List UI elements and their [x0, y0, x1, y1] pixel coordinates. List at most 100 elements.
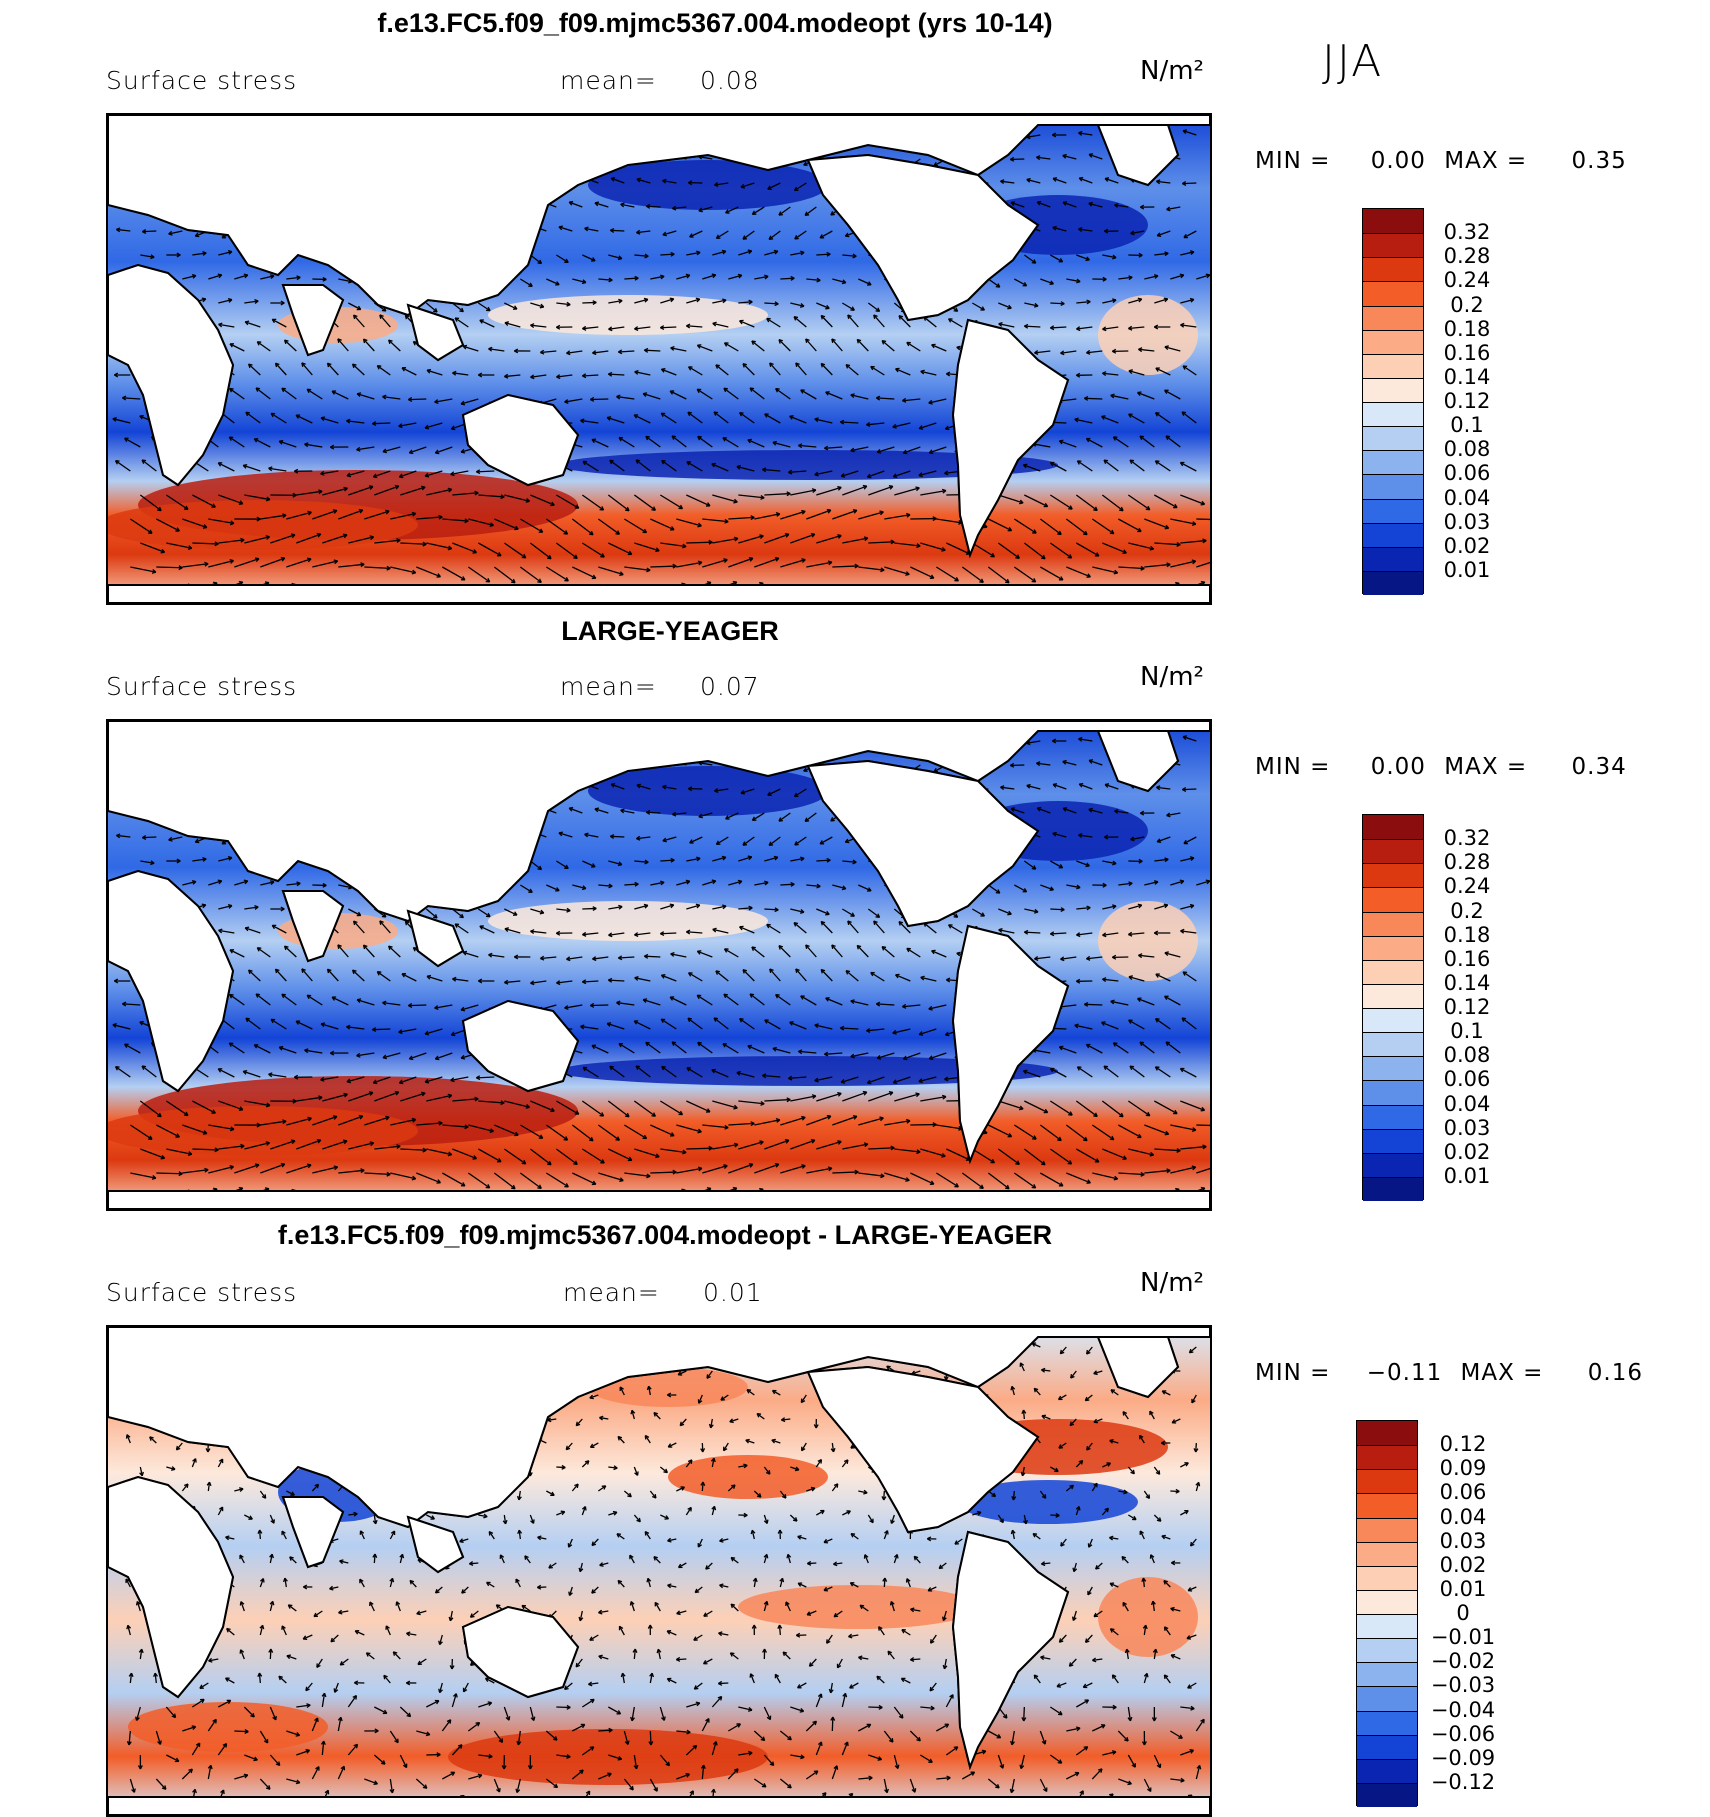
- colorbar-tick-label: 0.28: [1432, 244, 1502, 268]
- colorbar-swatch: [1357, 1614, 1417, 1638]
- panel-3-max-label: MAX =: [1461, 1360, 1544, 1386]
- panel-2-min-label: MIN =: [1255, 754, 1330, 780]
- colorbar-swatch: [1357, 1469, 1417, 1493]
- colorbar-swatch: [1363, 1008, 1423, 1032]
- colorbar-tick-label: 0.32: [1432, 826, 1502, 850]
- colorbar-swatch: [1357, 1759, 1417, 1783]
- panel-2-mean-value: 0.07: [700, 672, 760, 701]
- panel-2-colorbar: [1362, 814, 1424, 1200]
- panel-1-min-label: MIN =: [1255, 148, 1330, 174]
- season-label: JJA: [1322, 36, 1383, 87]
- colorbar-swatch: [1357, 1590, 1417, 1614]
- colorbar-swatch: [1363, 839, 1423, 863]
- colorbar-tick-label: 0.1: [1432, 1019, 1502, 1043]
- colorbar-swatch: [1363, 1032, 1423, 1056]
- colorbar-swatch: [1357, 1566, 1417, 1590]
- panel-2-title: LARGE-YEAGER: [0, 616, 1340, 647]
- colorbar-tick-label: 0.12: [1428, 1432, 1498, 1456]
- colorbar-swatch: [1363, 547, 1423, 571]
- panel-1-map: [106, 113, 1212, 605]
- colorbar-swatch: [1357, 1662, 1417, 1686]
- colorbar-swatch: [1363, 1177, 1423, 1201]
- colorbar-swatch: [1357, 1542, 1417, 1566]
- colorbar-tick-label: 0.01: [1432, 558, 1502, 582]
- colorbar-swatch: [1363, 1105, 1423, 1129]
- panel-1-title: f.e13.FC5.f09_f09.mjmc5367.004.modeopt (…: [0, 8, 1430, 39]
- colorbar-tick-label: −0.03: [1428, 1673, 1498, 1697]
- panel-1-variable-label: Surface stress: [106, 66, 297, 95]
- colorbar-tick-label: 0: [1428, 1601, 1498, 1625]
- colorbar-tick-label: 0.1: [1432, 413, 1502, 437]
- panel-1-max-value: 0.35: [1572, 148, 1627, 174]
- colorbar-tick-label: 0.03: [1428, 1529, 1498, 1553]
- colorbar-swatch: [1363, 330, 1423, 354]
- colorbar-tick-label: −0.09: [1428, 1746, 1498, 1770]
- panel-3-min-value: −0.11: [1367, 1360, 1442, 1386]
- colorbar-swatch: [1363, 912, 1423, 936]
- colorbar-swatch: [1363, 402, 1423, 426]
- panel-1-mean-label: mean=: [560, 66, 657, 95]
- colorbar-swatch: [1363, 1129, 1423, 1153]
- panel-1-units: N/m²: [1140, 56, 1204, 86]
- panel-1-min-value: 0.00: [1371, 148, 1426, 174]
- colorbar-swatch: [1363, 233, 1423, 257]
- panel-2-mean-label: mean=: [560, 672, 657, 701]
- panel-1-colorbar: [1362, 208, 1424, 594]
- panel-3-mean-value: 0.01: [703, 1278, 763, 1307]
- panel-1-max-label: MAX =: [1444, 148, 1527, 174]
- colorbar-tick-label: 0.32: [1432, 220, 1502, 244]
- colorbar-swatch: [1363, 1056, 1423, 1080]
- colorbar-tick-label: 0.28: [1432, 850, 1502, 874]
- colorbar-tick-label: 0.14: [1432, 971, 1502, 995]
- colorbar-tick-label: 0.06: [1432, 461, 1502, 485]
- colorbar-swatch: [1363, 936, 1423, 960]
- panel-2-max-label: MAX =: [1444, 754, 1527, 780]
- panel-3-minmax: MIN = −0.11 MAX = 0.16: [1255, 1360, 1643, 1386]
- colorbar-tick-label: −0.12: [1428, 1770, 1498, 1794]
- colorbar-swatch: [1357, 1518, 1417, 1542]
- panel-3-title: f.e13.FC5.f09_f09.mjmc5367.004.modeopt -…: [0, 1220, 1330, 1251]
- colorbar-swatch: [1357, 1638, 1417, 1662]
- colorbar-swatch: [1357, 1445, 1417, 1469]
- panel-3-min-label: MIN =: [1255, 1360, 1330, 1386]
- colorbar-tick-label: 0.01: [1428, 1577, 1498, 1601]
- panel-3-max-value: 0.16: [1588, 1360, 1643, 1386]
- colorbar-swatch: [1357, 1783, 1417, 1807]
- panel-3-variable-label: Surface stress: [106, 1278, 297, 1307]
- panel-3-colorbar: [1356, 1420, 1418, 1806]
- colorbar-tick-label: 0.03: [1432, 1116, 1502, 1140]
- colorbar-swatch: [1363, 209, 1423, 233]
- panel-3-mean-label: mean=: [563, 1278, 660, 1307]
- colorbar-swatch: [1363, 523, 1423, 547]
- colorbar-tick-label: −0.02: [1428, 1649, 1498, 1673]
- colorbar-swatch: [1357, 1735, 1417, 1759]
- colorbar-swatch: [1363, 984, 1423, 1008]
- panel-2-variable-label: Surface stress: [106, 672, 297, 701]
- panel-3-map: [106, 1325, 1212, 1817]
- colorbar-swatch: [1363, 474, 1423, 498]
- colorbar-tick-label: −0.06: [1428, 1722, 1498, 1746]
- colorbar-swatch: [1363, 960, 1423, 984]
- colorbar-swatch: [1363, 863, 1423, 887]
- colorbar-tick-label: 0.08: [1432, 1043, 1502, 1067]
- colorbar-swatch: [1363, 306, 1423, 330]
- colorbar-tick-label: 0.04: [1428, 1505, 1498, 1529]
- colorbar-swatch: [1363, 1153, 1423, 1177]
- panel-2-min-value: 0.00: [1371, 754, 1426, 780]
- colorbar-tick-label: 0.01: [1432, 1164, 1502, 1188]
- colorbar-tick-label: 0.12: [1432, 995, 1502, 1019]
- colorbar-tick-label: 0.04: [1432, 486, 1502, 510]
- colorbar-swatch: [1363, 1080, 1423, 1104]
- colorbar-tick-label: 0.2: [1432, 899, 1502, 923]
- colorbar-tick-label: 0.18: [1432, 317, 1502, 341]
- colorbar-swatch: [1357, 1493, 1417, 1517]
- colorbar-swatch: [1363, 281, 1423, 305]
- colorbar-tick-label: 0.24: [1432, 268, 1502, 292]
- colorbar-tick-label: 0.02: [1432, 534, 1502, 558]
- colorbar-swatch: [1357, 1686, 1417, 1710]
- panel-2-map: [106, 719, 1212, 1211]
- colorbar-tick-label: 0.02: [1428, 1553, 1498, 1577]
